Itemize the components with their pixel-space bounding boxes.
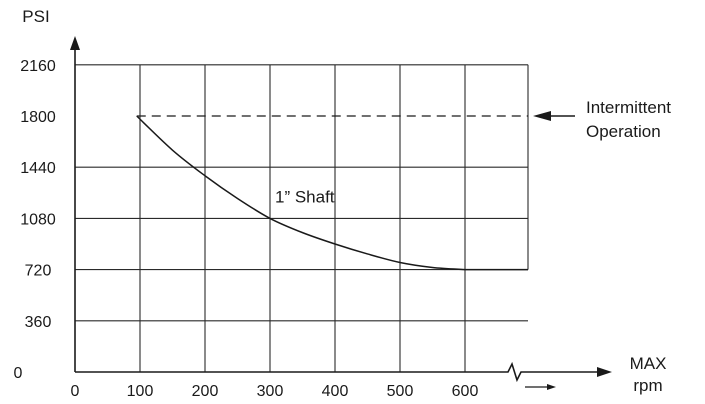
x-tick-label: 300 (257, 383, 284, 400)
x-tick-label: 400 (322, 383, 349, 400)
series-label: 1” Shaft (275, 187, 335, 206)
x-tick-label: 200 (192, 383, 219, 400)
axes (70, 36, 612, 390)
reference-arrow-icon (533, 111, 551, 121)
y-tick-label: 360 (25, 314, 52, 331)
y-axis-arrow-icon (70, 36, 80, 50)
y-tick-label: 0 (14, 365, 23, 382)
reference-line-group: Intermittent Operation (136, 98, 671, 141)
x-axis-arrow-icon (597, 367, 612, 377)
x-tick-labels: 0 100 200 300 400 500 600 (71, 383, 479, 400)
x-tick-label: 500 (387, 383, 414, 400)
y-tick-label: 1800 (20, 109, 56, 126)
x-tick-label: 0 (71, 383, 80, 400)
y-tick-label: 1440 (20, 160, 56, 177)
reference-label-line-2: Operation (586, 122, 661, 141)
y-tick-labels: 0 360 720 1080 1440 1800 2160 (14, 58, 56, 382)
y-tick-label: 720 (25, 263, 52, 280)
x-tick-label: 600 (452, 383, 479, 400)
x-axis-direction-arrow-icon (547, 384, 556, 390)
grid (75, 64, 529, 372)
series-line (136, 115, 528, 271)
reference-label-line-1: Intermittent (586, 98, 671, 117)
y-axis-label: PSI (22, 7, 49, 26)
x-axis-label-line-1: MAX (630, 354, 667, 373)
y-tick-label: 2160 (20, 58, 56, 75)
x-axis (75, 361, 600, 383)
y-tick-label: 1080 (20, 211, 56, 228)
x-axis-label-line-2: rpm (633, 376, 662, 395)
series-group: 1” Shaft (136, 115, 528, 271)
x-tick-label: 100 (127, 383, 154, 400)
